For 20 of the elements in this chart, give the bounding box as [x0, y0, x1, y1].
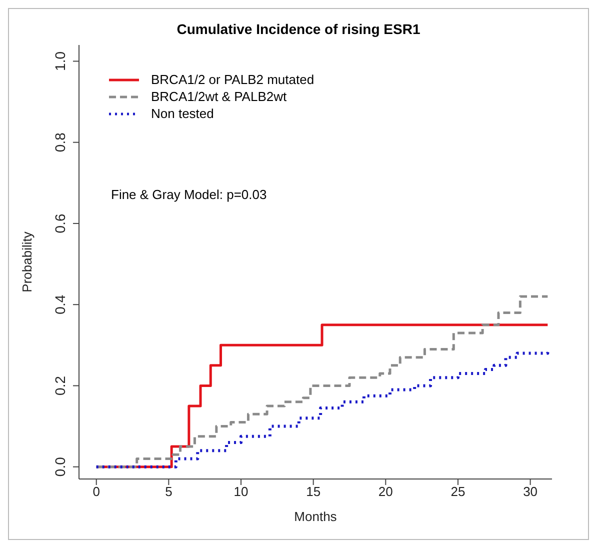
y-tick-label: 1.0: [52, 51, 68, 71]
y-axis-title: Probability: [20, 231, 35, 292]
y-tick-label: 0.4: [52, 294, 68, 314]
x-tick-label: 20: [378, 484, 393, 500]
legend-label: BRCA1/2 or PALB2 mutated: [151, 71, 314, 88]
x-tick-label: 15: [306, 484, 321, 500]
y-tick-label: 0.2: [52, 376, 68, 396]
x-tick-label: 30: [523, 484, 538, 500]
y-tick-label: 0.0: [52, 456, 68, 477]
y-tick-label: 0.8: [52, 132, 68, 152]
y-tick-label: 0.6: [52, 214, 68, 234]
legend-label: Non tested: [151, 105, 214, 122]
x-tick-label: 10: [234, 484, 248, 500]
legend-label: BRCA1/2wt & PALB2wt: [151, 88, 287, 105]
x-tick-label: 0: [92, 484, 100, 500]
x-axis-title: Months: [294, 509, 338, 524]
annotation: Fine & Gray Model: p=0.03: [111, 187, 267, 202]
chart-title: Cumulative Incidence of rising ESR1: [176, 21, 422, 37]
x-tick-label: 5: [165, 484, 172, 500]
x-tick-label: 25: [450, 484, 466, 500]
